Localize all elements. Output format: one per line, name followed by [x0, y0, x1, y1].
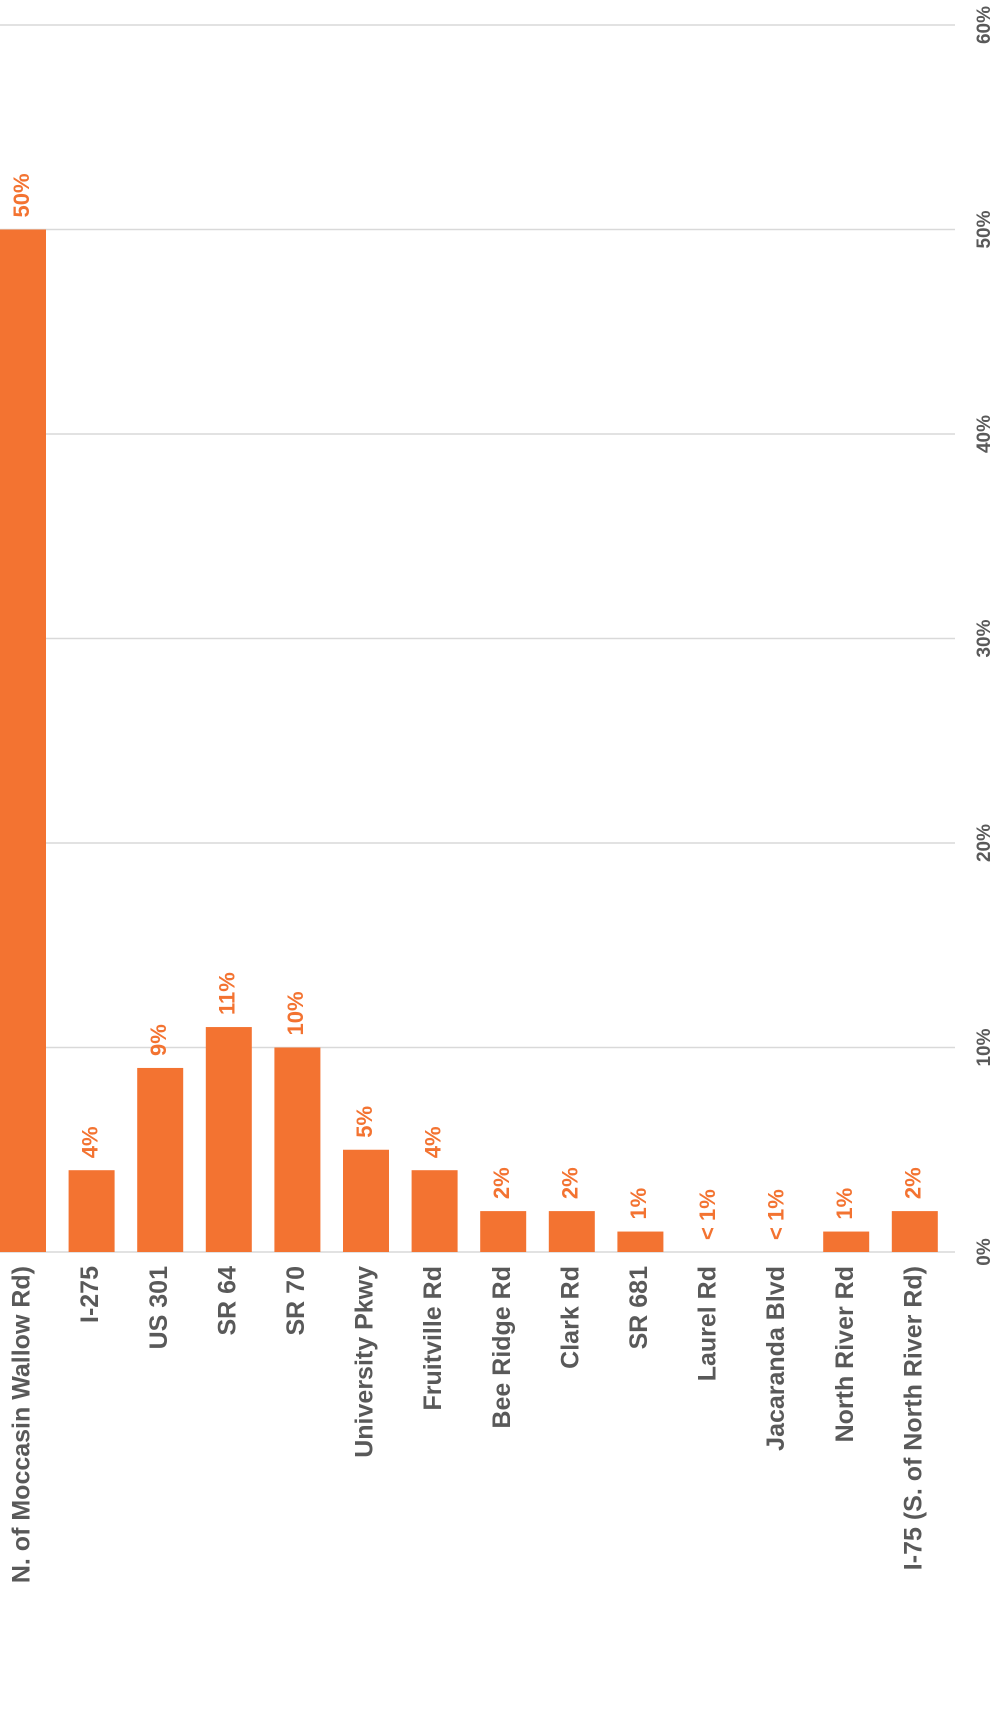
x-tick-label: I-275 [76, 1266, 104, 1323]
y-tick-label: 10% [974, 1028, 995, 1066]
x-tick-label: US 301 [145, 1266, 173, 1349]
value-label: < 1% [695, 1189, 720, 1240]
x-tick-label: SR 64 [213, 1266, 241, 1336]
value-label: 2% [558, 1167, 583, 1199]
bar [274, 1047, 321, 1252]
bar [343, 1149, 389, 1252]
value-label: 10% [283, 991, 308, 1035]
value-label: < 1% [763, 1189, 788, 1240]
value-label: 2% [489, 1167, 514, 1199]
value-label: 1% [626, 1188, 651, 1220]
y-tick-label: 60% [974, 6, 995, 44]
y-tick-label: 20% [974, 824, 995, 862]
value-label: 4% [77, 1126, 102, 1158]
x-tick-label: Fruitville Rd [419, 1266, 447, 1410]
bar [205, 1027, 252, 1252]
value-label: 9% [146, 1024, 171, 1056]
bar [68, 1170, 115, 1252]
value-label: 4% [420, 1126, 445, 1158]
value-label: 5% [352, 1106, 377, 1138]
bar [823, 1231, 870, 1252]
x-tick-label: Laurel Rd [694, 1266, 722, 1381]
y-tick-label: 40% [974, 415, 995, 453]
value-label: 11% [215, 972, 240, 1015]
bar [137, 1067, 184, 1252]
x-tick-label: Jacaranda Blvd [762, 1266, 790, 1451]
x-tick-label: SR 681 [625, 1266, 653, 1349]
x-tick-label: Bee Ridge Rd [488, 1266, 516, 1429]
value-label: 1% [832, 1188, 857, 1220]
x-tick-label: Clark Rd [556, 1266, 584, 1369]
value-label: 50% [9, 173, 34, 217]
bar [480, 1211, 527, 1252]
bar [617, 1231, 664, 1252]
x-tick-label: University Pkwy [351, 1266, 379, 1458]
y-tick-label: 50% [974, 210, 995, 248]
y-tick-label: 30% [974, 619, 995, 657]
bar [0, 229, 46, 1252]
bar [891, 1211, 938, 1252]
x-tick-label: North River Rd [831, 1266, 859, 1442]
value-label: 2% [901, 1167, 926, 1199]
y-tick-label: 0% [974, 1238, 995, 1266]
bar [411, 1170, 458, 1252]
x-tick-label: I-75 (S. of North River Rd) [899, 1266, 927, 1570]
bar [548, 1211, 595, 1252]
x-tick-label: N. of Moccasin Wallow Rd) [8, 1266, 36, 1583]
x-tick-label: SR 70 [282, 1266, 310, 1335]
